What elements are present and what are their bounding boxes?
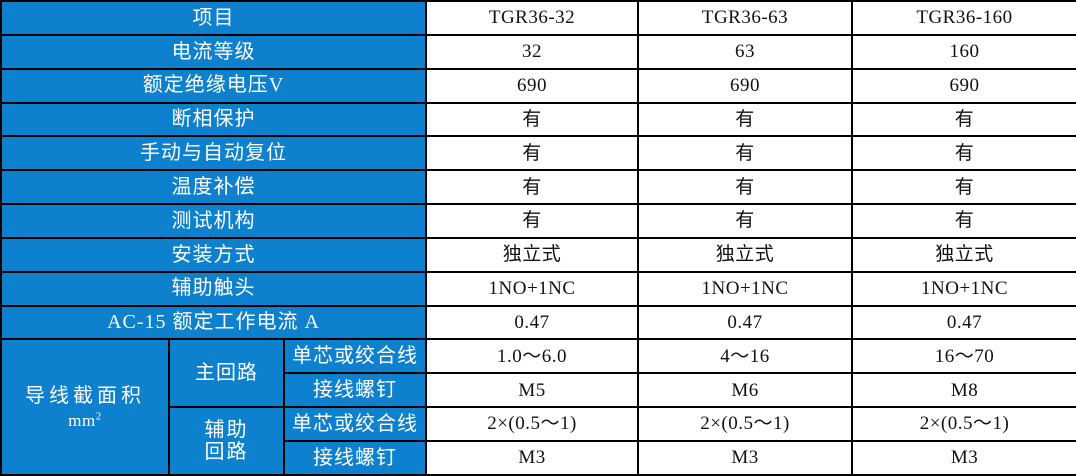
row-value-2: 1NO+1NC [637, 270, 854, 307]
wire-item-value-3: 2×(0.5～1) [851, 406, 1076, 442]
row-value-2: 独立式 [637, 236, 854, 273]
row-value-1: 有 [425, 135, 640, 172]
row-value-3: 有 [851, 203, 1076, 239]
circuit-label-auxiliary: 辅助 回路 [168, 406, 285, 476]
circuit-label-main: 主回路 [168, 338, 285, 409]
row-value-1: 690 [425, 67, 640, 104]
table-header-row: 项目 TGR36-32 TGR36-63 TGR36-160 [0, 0, 1076, 36]
row-value-3: 160 [851, 33, 1076, 70]
row-value-3: 独立式 [851, 236, 1076, 273]
wire-section-unit-text: mm [68, 410, 96, 430]
header-model-3: TGR36-160 [851, 0, 1076, 36]
table-row: 安装方式 独立式 独立式 独立式 [0, 236, 1076, 273]
circuit-label-auxiliary-line2: 回路 [204, 441, 249, 464]
circuit-label-auxiliary-line1: 辅助 [204, 418, 249, 441]
wire-item-value-1: 2×(0.5～1) [425, 406, 640, 442]
table-row: 温度补偿 有 有 有 [0, 169, 1076, 206]
header-model-2: TGR36-63 [637, 0, 854, 36]
row-value-2: 63 [637, 33, 854, 70]
wire-item-value-2: 4～16 [637, 338, 854, 375]
table-row: 电流等级 32 63 160 [0, 33, 1076, 70]
wire-item-value-2: M3 [637, 439, 854, 476]
row-label: 电流等级 [0, 33, 428, 70]
row-value-1: 有 [425, 169, 640, 206]
table-row: 测试机构 有 有 有 [0, 203, 1076, 239]
row-label: 断相保护 [0, 101, 428, 138]
row-value-2: 有 [637, 203, 854, 239]
row-value-3: 690 [851, 67, 1076, 104]
wire-item-label: 单芯或绞合线 [282, 406, 428, 442]
wire-item-value-3: M3 [851, 439, 1076, 476]
row-value-3: 有 [851, 101, 1076, 138]
row-label: 手动与自动复位 [0, 135, 428, 172]
row-label: 辅助触头 [0, 270, 428, 307]
table-row: 辅助触头 1NO+1NC 1NO+1NC 1NO+1NC [0, 270, 1076, 307]
row-label: AC-15 额定工作电流 A [0, 304, 428, 341]
row-label: 安装方式 [0, 236, 428, 273]
row-value-2: 0.47 [637, 304, 854, 341]
wire-section-row: 辅助 回路 单芯或绞合线 2×(0.5～1) 2×(0.5～1) 2×(0.5～… [1, 406, 1076, 476]
wire-item-value-1: M5 [425, 372, 640, 409]
row-value-3: 有 [851, 169, 1076, 206]
row-value-2: 有 [637, 135, 854, 172]
table-row: 断相保护 有 有 有 [0, 101, 1076, 138]
wire-item-value-1: M3 [425, 439, 640, 476]
table-row: AC-15 额定工作电流 A 0.47 0.47 0.47 [0, 304, 1076, 341]
row-value-2: 690 [637, 67, 854, 104]
wire-item-value-3: M8 [851, 372, 1076, 409]
wire-item-label: 接线螺钉 [282, 372, 428, 409]
row-value-3: 1NO+1NC [851, 270, 1076, 307]
table-row: 手动与自动复位 有 有 有 [0, 135, 1076, 172]
wire-section-row: 接线螺钉 M5 M6 M8 [1, 372, 1076, 409]
wire-item-value-2: M6 [637, 372, 854, 409]
header-model-1: TGR36-32 [425, 0, 640, 36]
table-row: 额定绝缘电压V 690 690 690 [0, 67, 1076, 104]
row-label: 测试机构 [0, 203, 428, 239]
row-value-2: 有 [637, 101, 854, 138]
row-value-3: 有 [851, 135, 1076, 172]
wire-item-label: 单芯或绞合线 [282, 338, 428, 375]
wire-section-row: 导线截面积 mm2 主回路 单芯或绞合线 1.0～6.0 4～16 16～70 [0, 338, 1076, 476]
wire-section-row: 接线螺钉 M3 M3 M3 [1, 439, 1076, 476]
row-value-1: 有 [425, 203, 640, 239]
wire-section-unit: mm2 [2, 411, 168, 430]
header-label-cell: 项目 [0, 0, 428, 36]
row-label: 额定绝缘电压V [0, 67, 428, 104]
wire-item-value-2: 2×(0.5～1) [637, 406, 854, 442]
wire-section-unit-exponent: 2 [95, 410, 102, 423]
row-value-1: 独立式 [425, 236, 640, 273]
wire-item-label: 接线螺钉 [282, 439, 428, 476]
row-value-1: 有 [425, 101, 640, 138]
row-label: 温度补偿 [0, 169, 428, 206]
row-value-3: 0.47 [851, 304, 1076, 341]
wire-section-group-title: 导线截面积 [25, 384, 145, 407]
row-value-1: 0.47 [425, 304, 640, 341]
row-value-1: 1NO+1NC [425, 270, 640, 307]
wire-item-value-3: 16～70 [851, 338, 1076, 375]
row-value-2: 有 [637, 169, 854, 206]
wire-section-group-label: 导线截面积 mm2 [0, 338, 170, 476]
row-value-1: 32 [425, 33, 640, 70]
wire-item-value-1: 1.0～6.0 [425, 338, 640, 375]
